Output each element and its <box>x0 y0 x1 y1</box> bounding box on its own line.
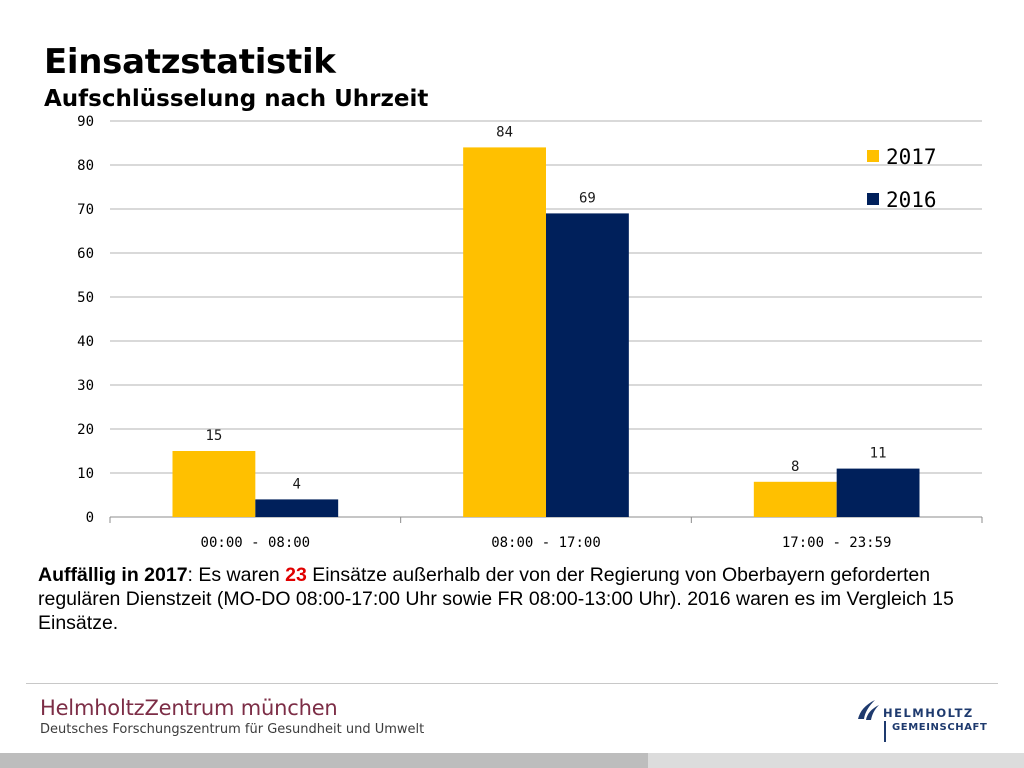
helmholtz-logo-icon <box>858 700 879 720</box>
data-label: 8 <box>791 459 799 475</box>
legend-swatch-2017 <box>867 150 879 162</box>
y-tick-label: 40 <box>77 334 94 350</box>
x-tick-label: 08:00 - 17:00 <box>491 535 601 551</box>
bar-2016-1 <box>255 499 339 517</box>
y-tick-label: 80 <box>77 158 94 174</box>
y-tick-label: 0 <box>86 510 94 526</box>
y-tick-label: 60 <box>77 246 94 262</box>
note-text-part2: Einsätze außerhalb der von der Regierung… <box>38 564 954 634</box>
note-lead: Auffällig in 2017 <box>38 564 188 586</box>
legend-label: 2017 <box>886 145 937 169</box>
partner-name-line2: GEMEINSCHAFT <box>892 722 988 733</box>
bar-2017-1 <box>172 451 256 517</box>
x-tick-label: 17:00 - 23:59 <box>782 535 892 551</box>
bar-2016-2 <box>546 213 629 517</box>
slide-title: Einsatzstatistik <box>44 42 336 82</box>
data-label: 15 <box>205 428 222 444</box>
helmholtz-gemeinschaft-logo: HELMHOLTZ GEMEINSCHAFT <box>855 697 995 745</box>
y-tick-label: 30 <box>77 378 94 394</box>
partner-divider <box>884 721 886 742</box>
y-tick-label: 10 <box>77 466 94 482</box>
note-highlight-count: 23 <box>285 564 307 586</box>
slide-subtitle: Aufschlüsselung nach Uhrzeit <box>44 86 429 112</box>
note-text: Auffällig in 2017: Es waren 23 Einsätze … <box>38 563 988 635</box>
legend-label: 2016 <box>886 188 937 212</box>
bar-chart: 0 10 20 30 40 50 60 70 80 90 00:00 - 08:00 08:00 - … <box>77 114 983 551</box>
legend-swatch-2016 <box>867 193 879 205</box>
data-label: 4 <box>293 476 301 492</box>
y-tick-label: 50 <box>77 290 94 306</box>
data-label: 11 <box>870 446 887 462</box>
y-tick-label: 90 <box>77 114 94 130</box>
x-tick-label: 00:00 - 08:00 <box>201 535 311 551</box>
org-description: Deutsches Forschungszentrum für Gesundhe… <box>40 722 425 737</box>
y-tick-label: 70 <box>77 202 94 218</box>
note-text-part1: : Es waren <box>187 564 286 586</box>
bar-2016-3 <box>836 468 920 517</box>
bottom-bar-light <box>648 753 1024 768</box>
bottom-bar-dark <box>0 753 648 768</box>
y-tick-label: 20 <box>77 422 94 438</box>
data-label: 69 <box>579 190 596 206</box>
data-label: 84 <box>496 124 513 140</box>
bar-2017-3 <box>753 481 837 517</box>
bar-2017-2 <box>463 147 546 517</box>
footer-divider <box>26 683 998 684</box>
org-name: HelmholtzZentrum münchen <box>40 696 338 720</box>
partner-name-line1: HELMHOLTZ <box>883 706 974 720</box>
